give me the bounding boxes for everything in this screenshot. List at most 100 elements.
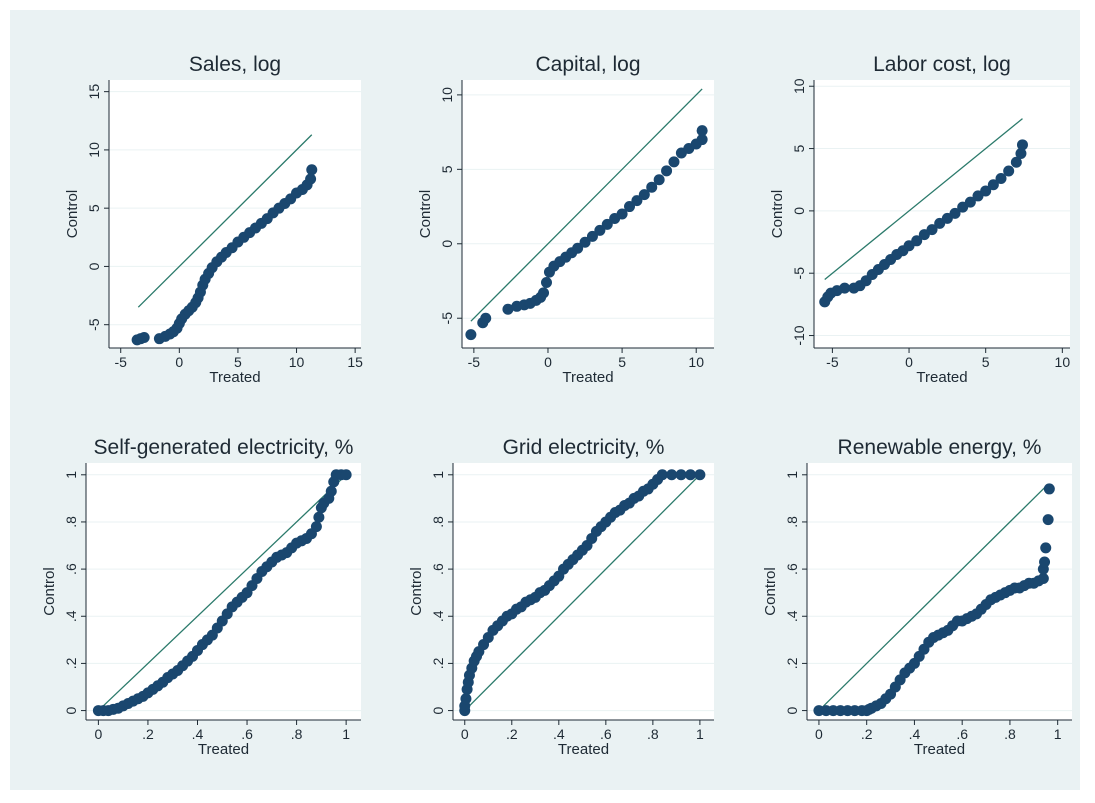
y-tick-label: 1 [784, 471, 800, 479]
data-point [138, 332, 150, 344]
y-tick-label: 0 [430, 706, 446, 714]
x-tick-label: 5 [618, 354, 626, 370]
data-point [839, 282, 851, 294]
data-point [586, 230, 598, 242]
data-point [1016, 139, 1028, 151]
data-point [656, 469, 668, 481]
y-tick-label: .4 [63, 610, 79, 622]
x-tick-label: 1 [696, 726, 704, 742]
x-tick-label: .8 [291, 726, 303, 742]
y-tick-label: 10 [86, 142, 102, 158]
y-tick-label: 0 [439, 240, 455, 248]
panel-title: Renewable energy, % [838, 436, 1042, 459]
data-point [460, 693, 472, 705]
chart-panel-3: -5 0 5 10 -10 -5 0 5 10 Labor cost, log Treated Con… [769, 53, 1070, 386]
chart-panel-5: 0 .2 .4 .6 .8 1 0 .2 .4 .6 .8 1 Grid electricity, % T… [408, 436, 714, 758]
x-tick-label: 0 [94, 726, 102, 742]
data-point [964, 196, 976, 208]
data-point [995, 172, 1007, 184]
data-point [1042, 514, 1054, 526]
x-tick-label: .2 [142, 726, 154, 742]
x-tick-label: 10 [289, 354, 305, 370]
x-axis-title: Treated [914, 741, 965, 758]
x-tick-label: 1 [342, 726, 350, 742]
data-point [1039, 556, 1051, 568]
data-point [325, 485, 337, 497]
data-point [1015, 148, 1027, 160]
y-tick-label: .6 [784, 563, 800, 575]
data-point [579, 236, 591, 248]
x-tick-label: .4 [192, 726, 204, 742]
y-tick-label: -5 [86, 318, 102, 331]
y-tick-label: 10 [791, 78, 807, 94]
data-point [1040, 542, 1052, 554]
reference-line [97, 476, 345, 712]
x-tick-label: .6 [600, 726, 612, 742]
panel-title: Capital, log [535, 53, 640, 76]
y-tick-label: 15 [86, 84, 102, 100]
y-tick-label: .8 [430, 516, 446, 528]
x-tick-label: 0 [815, 726, 823, 742]
x-tick-label: .6 [956, 726, 968, 742]
x-axis-title: Treated [209, 369, 260, 386]
data-point [310, 521, 322, 533]
x-axis-title: Treated [198, 741, 249, 758]
plot-area [109, 80, 361, 348]
chart-panel-6: 0 .2 .4 .6 .8 1 0 .2 .4 .6 .8 1 Renewable energy, % T… [762, 436, 1072, 758]
data-point [306, 164, 318, 176]
data-point [594, 224, 606, 236]
x-tick-label: 5 [234, 354, 242, 370]
reference-line [818, 483, 1049, 712]
plot-area [814, 80, 1070, 348]
y-axis-title: Control [41, 567, 58, 615]
data-point [675, 469, 687, 481]
x-tick-label: 1 [1054, 726, 1062, 742]
figure: -5 0 5 10 15 -5 0 5 10 15 Sales, log Treated Control… [10, 10, 1080, 790]
data-point [684, 469, 696, 481]
data-point [661, 165, 673, 177]
data-point [502, 303, 514, 315]
y-axis-title: Control [417, 190, 434, 238]
x-tick-label: 0 [544, 354, 552, 370]
data-point [572, 242, 584, 254]
data-point [1037, 573, 1049, 585]
data-point [631, 195, 643, 207]
y-tick-label: .6 [430, 563, 446, 575]
data-point [926, 224, 938, 236]
y-tick-label: 5 [439, 165, 455, 173]
data-point [1003, 165, 1015, 177]
data-point [1043, 483, 1055, 495]
data-point [696, 134, 708, 146]
data-point [538, 287, 550, 299]
data-point [980, 185, 992, 197]
x-tick-label: .6 [241, 726, 253, 742]
data-point [668, 156, 680, 168]
data-point [305, 173, 317, 185]
reference-line [464, 474, 701, 712]
data-point [696, 125, 708, 137]
y-tick-label: 0 [791, 207, 807, 215]
data-point [465, 329, 477, 341]
x-tick-label: 0 [175, 354, 183, 370]
data-point [540, 276, 552, 288]
x-tick-label: -5 [826, 354, 839, 370]
chart-panel-2: -5 0 5 10 -5 0 5 10 Capital, log Treated Control [417, 53, 714, 386]
y-axis-title: Control [762, 567, 779, 615]
data-point [646, 181, 658, 193]
x-tick-label: -5 [468, 354, 481, 370]
y-tick-label: -5 [439, 312, 455, 325]
x-tick-label: 10 [688, 354, 704, 370]
data-point [694, 469, 706, 481]
x-tick-label: 5 [982, 354, 990, 370]
data-point [480, 312, 492, 324]
x-axis-title: Treated [558, 741, 609, 758]
data-point [340, 469, 352, 481]
chart-panel-4: 0 .2 .4 .6 .8 1 0 .2 .4 .6 .8 1 Self-generated elect… [41, 436, 361, 758]
data-point [638, 189, 650, 201]
panel-title: Labor cost, log [873, 53, 1011, 76]
data-point [949, 207, 961, 219]
data-point [616, 208, 628, 220]
y-tick-label: 0 [784, 706, 800, 714]
y-tick-label: -10 [791, 325, 807, 345]
data-point [601, 218, 613, 230]
